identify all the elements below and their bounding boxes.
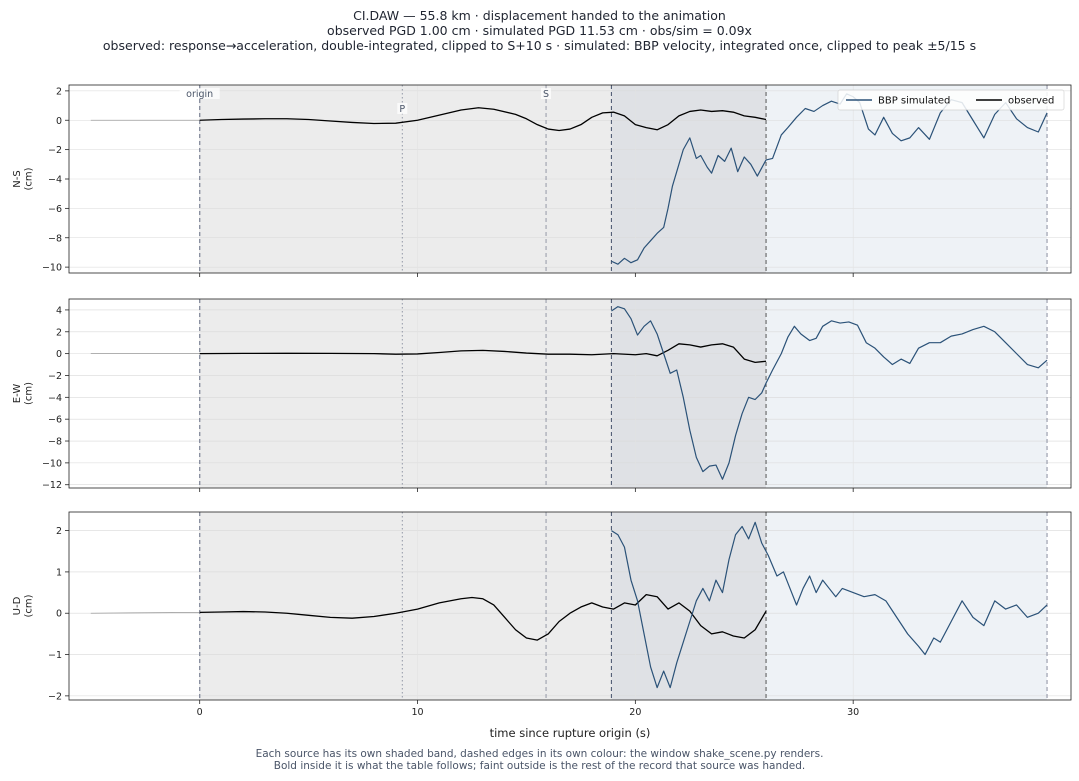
y-tick-label: −2 — [48, 691, 62, 702]
marker-label-bg — [397, 103, 408, 114]
caption-line-2: Bold inside it is what the table follows… — [273, 760, 806, 772]
y-tick-label: 0 — [56, 116, 62, 127]
y-axis-label: N-S(cm) — [12, 167, 35, 190]
y-tick-label: −6 — [48, 204, 62, 215]
y-axis-label-line: (cm) — [24, 167, 35, 190]
title-line-1: CI.DAW — 55.8 km · displacement handed t… — [353, 8, 726, 23]
x-tick-label: 0 — [197, 707, 203, 718]
y-tick-label: −4 — [48, 393, 62, 404]
y-tick-label: 2 — [56, 86, 62, 97]
overlap-window-band — [611, 512, 767, 700]
y-tick-label: −8 — [48, 437, 62, 448]
figure-header: CI.DAW — 55.8 km · displacement handed t… — [0, 8, 1079, 53]
y-tick-label: 0 — [56, 349, 62, 360]
faint-pre-window-trace — [90, 612, 200, 614]
y-axis-label-line: (cm) — [24, 594, 35, 617]
y-tick-label: −4 — [48, 175, 62, 186]
observed-window-band — [199, 512, 612, 700]
y-tick-label: −10 — [42, 458, 62, 469]
simulated-trace — [611, 306, 1048, 480]
panel-frame — [68, 298, 1072, 489]
simulated-window-band — [766, 512, 1048, 700]
marker-label-P: P — [399, 104, 405, 115]
marker-label-bg — [179, 88, 220, 99]
y-tick-label: −10 — [42, 263, 62, 274]
x-tick-label: 20 — [629, 707, 641, 718]
x-tick-label: 30 — [847, 707, 859, 718]
legend-box — [837, 89, 1065, 111]
panel-frame — [68, 511, 1072, 701]
y-tick-label: −12 — [42, 480, 62, 491]
simulated-trace — [611, 521, 1048, 689]
y-tick-label: 2 — [56, 327, 62, 338]
panel-2: 4 2 0 −2 −4 −6 −8 −10 −12 E-W(cm) — [12, 298, 1072, 492]
title-line-3: observed: response→acceleration, double-… — [102, 38, 977, 53]
y-axis-label-line: E-W — [12, 384, 23, 404]
y-axis-label-line: (cm) — [24, 382, 35, 405]
overlap-window-band — [611, 299, 767, 488]
observed-trace — [199, 107, 767, 132]
observed-window-band — [199, 299, 612, 488]
observed-trace — [199, 343, 767, 364]
y-tick-label: −6 — [48, 415, 62, 426]
figure-footer: Each source has its own shaded band, das… — [0, 748, 1079, 772]
y-tick-label: −1 — [48, 650, 62, 661]
y-tick-label: −2 — [48, 371, 62, 382]
panel-1: 2 0 −2 −4 −6 −8 −10 N-S(cm) origin P S BBP simulate… — [12, 84, 1072, 277]
marker-label-S: S — [543, 89, 549, 100]
simulated-window-band — [766, 299, 1048, 488]
y-axis-label: E-W(cm) — [12, 382, 35, 405]
observed-trace — [199, 593, 767, 641]
y-tick-label: 0 — [56, 609, 62, 620]
y-tick-label: −2 — [48, 145, 62, 156]
marker-label-bg — [541, 88, 552, 99]
legend-entry: observed — [1008, 96, 1054, 107]
panel-3: 2 1 0 −1 −2 U-D(cm) — [12, 511, 1072, 704]
panel-frame — [68, 84, 1072, 274]
caption-line-1: Each source has its own shaded band, das… — [255, 748, 824, 760]
x-axis-label: time since rupture origin (s) — [490, 726, 651, 740]
legend-entry: BBP simulated — [878, 96, 950, 107]
title-line-2: observed PGD 1.00 cm · simulated PGD 11.… — [327, 23, 752, 38]
y-tick-label: −8 — [48, 233, 62, 244]
x-tick-label: 10 — [411, 707, 423, 718]
y-tick-label: 4 — [56, 305, 62, 316]
y-axis-label-line: U-D — [12, 596, 23, 615]
y-tick-label: 1 — [56, 567, 62, 578]
y-tick-label: 2 — [56, 526, 62, 537]
marker-label-origin: origin — [186, 89, 213, 100]
y-axis-label-line: N-S — [12, 170, 23, 187]
y-axis-label: U-D(cm) — [12, 594, 35, 617]
